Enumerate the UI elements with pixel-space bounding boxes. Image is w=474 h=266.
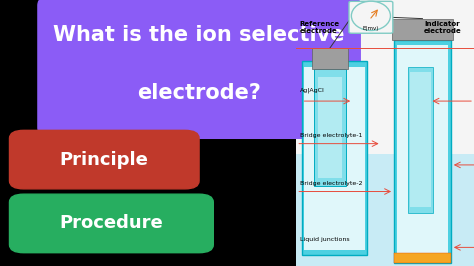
Bar	[392, 19, 453, 40]
Bar	[397, 45, 448, 258]
Ellipse shape	[351, 1, 391, 31]
Bar	[296, 0, 474, 266]
Bar	[394, 253, 451, 263]
Bar	[410, 72, 431, 207]
Text: Procedure: Procedure	[60, 214, 163, 232]
Text: Reference
electrode: Reference electrode	[300, 21, 340, 34]
Text: Bridge electrolyte-2: Bridge electrolyte-2	[300, 181, 362, 186]
Bar	[296, 154, 474, 266]
FancyBboxPatch shape	[9, 194, 213, 253]
Bar	[312, 48, 348, 69]
Text: Principle: Principle	[60, 151, 149, 169]
Text: What is the ion selective: What is the ion selective	[54, 24, 345, 45]
Text: electrode?: electrode?	[137, 83, 261, 103]
Text: Bridge electrolyte-1: Bridge electrolyte-1	[300, 133, 362, 138]
Text: E(mv): E(mv)	[363, 26, 379, 31]
Bar	[318, 77, 342, 178]
Bar	[301, 61, 367, 255]
Bar	[314, 69, 346, 186]
Text: Liquid junctions: Liquid junctions	[300, 237, 349, 242]
Bar	[408, 66, 433, 213]
Bar	[394, 40, 451, 263]
FancyBboxPatch shape	[9, 130, 199, 189]
Bar	[304, 66, 365, 250]
Text: Indicator
electrode: Indicator electrode	[424, 21, 462, 34]
FancyBboxPatch shape	[38, 0, 360, 138]
FancyBboxPatch shape	[349, 1, 393, 33]
Text: Ag|AgCl: Ag|AgCl	[300, 88, 325, 93]
